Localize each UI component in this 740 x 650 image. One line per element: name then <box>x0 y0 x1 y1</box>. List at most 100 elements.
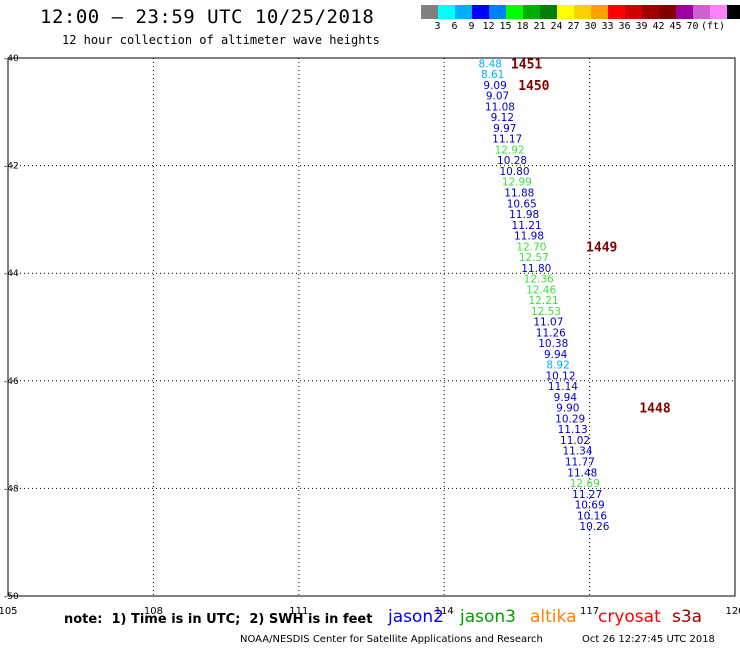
wave-height-label: 9.12 <box>491 112 514 124</box>
pass-number-label: 1451 <box>511 57 542 72</box>
legend-swatch-8 <box>557 5 574 19</box>
footnote: note: 1) Time is in UTC; 2) SWH is in fe… <box>64 612 373 627</box>
legend-label: 27 <box>567 21 580 32</box>
wave-height-label: 10.29 <box>555 413 585 425</box>
legend-swatch-5 <box>506 5 523 19</box>
chart-subtitle: 12 hour collection of altimeter wave hei… <box>62 33 380 47</box>
wave-height-label: 11.13 <box>558 424 588 436</box>
legend-swatch-7 <box>540 5 557 19</box>
wave-height-label: 11.27 <box>572 489 602 501</box>
legend-swatch-15 <box>676 5 693 19</box>
legend-label: 42 <box>652 21 665 32</box>
legend-label: 39 <box>635 21 648 32</box>
wave-height-label: 12.21 <box>529 295 559 307</box>
wave-height-label: 10.28 <box>497 155 527 167</box>
wave-height-label: 10.16 <box>577 510 607 522</box>
y-tick-label: -40 <box>4 54 19 64</box>
legend-swatch-17 <box>710 5 727 19</box>
legend-swatch-12 <box>625 5 642 19</box>
y-tick-label: -42 <box>4 162 19 172</box>
wave-height-label: 11.14 <box>548 381 578 393</box>
wave-height-label: 8.48 <box>479 58 502 70</box>
x-tick-label: 117 <box>580 606 599 617</box>
footer-source: NOAA/NESDIS Center for Satellite Applica… <box>240 634 543 645</box>
color-legend <box>421 5 740 19</box>
x-tick-label: 105 <box>0 606 18 617</box>
legend-swatch-18 <box>727 5 740 19</box>
chart-title: 12:00 – 23:59 UTC 10/25/2018 <box>40 6 375 28</box>
x-tick-label: 108 <box>144 606 163 617</box>
legend-swatch-13 <box>642 5 659 19</box>
wave-height-label: 10.26 <box>579 521 609 533</box>
legend-label: 12 <box>482 21 495 32</box>
legend-label: 15 <box>499 21 512 32</box>
x-tick-label: 111 <box>289 606 308 617</box>
wave-height-label: 11.08 <box>485 101 515 113</box>
wave-height-label: 11.07 <box>533 317 563 329</box>
wave-height-label: 11.34 <box>562 446 592 458</box>
wave-height-label: 10.69 <box>575 500 605 512</box>
wave-height-label: 11.48 <box>567 467 597 479</box>
legend-label: 21 <box>533 21 546 32</box>
wave-height-label: 9.90 <box>556 403 579 415</box>
wave-height-label: 12.70 <box>516 241 546 253</box>
x-tick-label: 120 <box>725 606 740 617</box>
legend-label: 70 <box>686 21 699 32</box>
wave-height-label: 11.17 <box>492 134 522 146</box>
wave-height-label: 11.02 <box>560 435 590 447</box>
wave-height-label: 12.46 <box>526 284 556 296</box>
pass-number-label: 1448 <box>639 402 670 417</box>
plot-frame <box>7 57 736 597</box>
legend-swatch-11 <box>608 5 625 19</box>
y-tick-label: -50 <box>4 592 19 602</box>
wave-height-label: 12.69 <box>570 478 600 490</box>
pass-number-label: 1450 <box>518 79 549 94</box>
x-tick-label: 114 <box>435 606 454 617</box>
legend-label: 6 <box>451 21 458 32</box>
wave-height-label: 12.36 <box>524 274 554 286</box>
legend-label: 33 <box>601 21 614 32</box>
footer-timestamp: Oct 26 12:27:45 UTC 2018 <box>582 634 715 645</box>
legend-label: 9 <box>468 21 475 32</box>
wave-height-label: 10.65 <box>507 198 537 210</box>
wave-height-label: 12.92 <box>495 144 525 156</box>
wave-height-label: 9.94 <box>554 392 578 404</box>
y-tick-label: -46 <box>4 377 19 387</box>
wave-height-label: 11.26 <box>536 327 566 339</box>
satellite-jason2: jason2 <box>388 607 444 627</box>
wave-height-label: 9.94 <box>544 349 568 361</box>
legend-swatch-10 <box>591 5 608 19</box>
wave-height-label: 11.98 <box>509 209 539 221</box>
legend-label: 30 <box>584 21 597 32</box>
legend-swatch-3 <box>472 5 489 19</box>
wave-height-label: 12.99 <box>502 177 532 189</box>
legend-swatch-1 <box>438 5 455 19</box>
wave-height-label: 11.80 <box>521 263 551 275</box>
wave-height-label: 11.88 <box>504 188 534 200</box>
wave-height-label: 10.80 <box>499 166 529 178</box>
wave-height-label: 8.92 <box>546 360 569 372</box>
legend-label: (ft) <box>701 21 726 32</box>
wave-height-label: 11.21 <box>512 220 542 232</box>
legend-swatch-4 <box>489 5 506 19</box>
satellite-jason3: jason3 <box>460 607 516 627</box>
wave-height-label: 10.12 <box>545 370 575 382</box>
legend-label: 18 <box>516 21 529 32</box>
satellite-s3a: s3a <box>672 607 703 627</box>
wave-height-label: 9.97 <box>493 123 516 135</box>
wave-height-label: 10.38 <box>538 338 568 350</box>
legend-label: 3 <box>434 21 441 32</box>
legend-swatch-14 <box>659 5 676 19</box>
legend-swatch-9 <box>574 5 591 19</box>
wave-height-label: 12.57 <box>519 252 549 264</box>
legend-label: 24 <box>550 21 563 32</box>
wave-height-label: 11.77 <box>565 457 595 469</box>
y-tick-label: -48 <box>4 484 19 494</box>
legend-swatch-16 <box>693 5 710 19</box>
legend-label: 36 <box>618 21 631 32</box>
legend-swatch-6 <box>523 5 540 19</box>
pass-number-label: 1449 <box>586 240 617 255</box>
y-tick-label: -44 <box>4 269 19 279</box>
wave-height-label: 12.53 <box>531 306 561 318</box>
